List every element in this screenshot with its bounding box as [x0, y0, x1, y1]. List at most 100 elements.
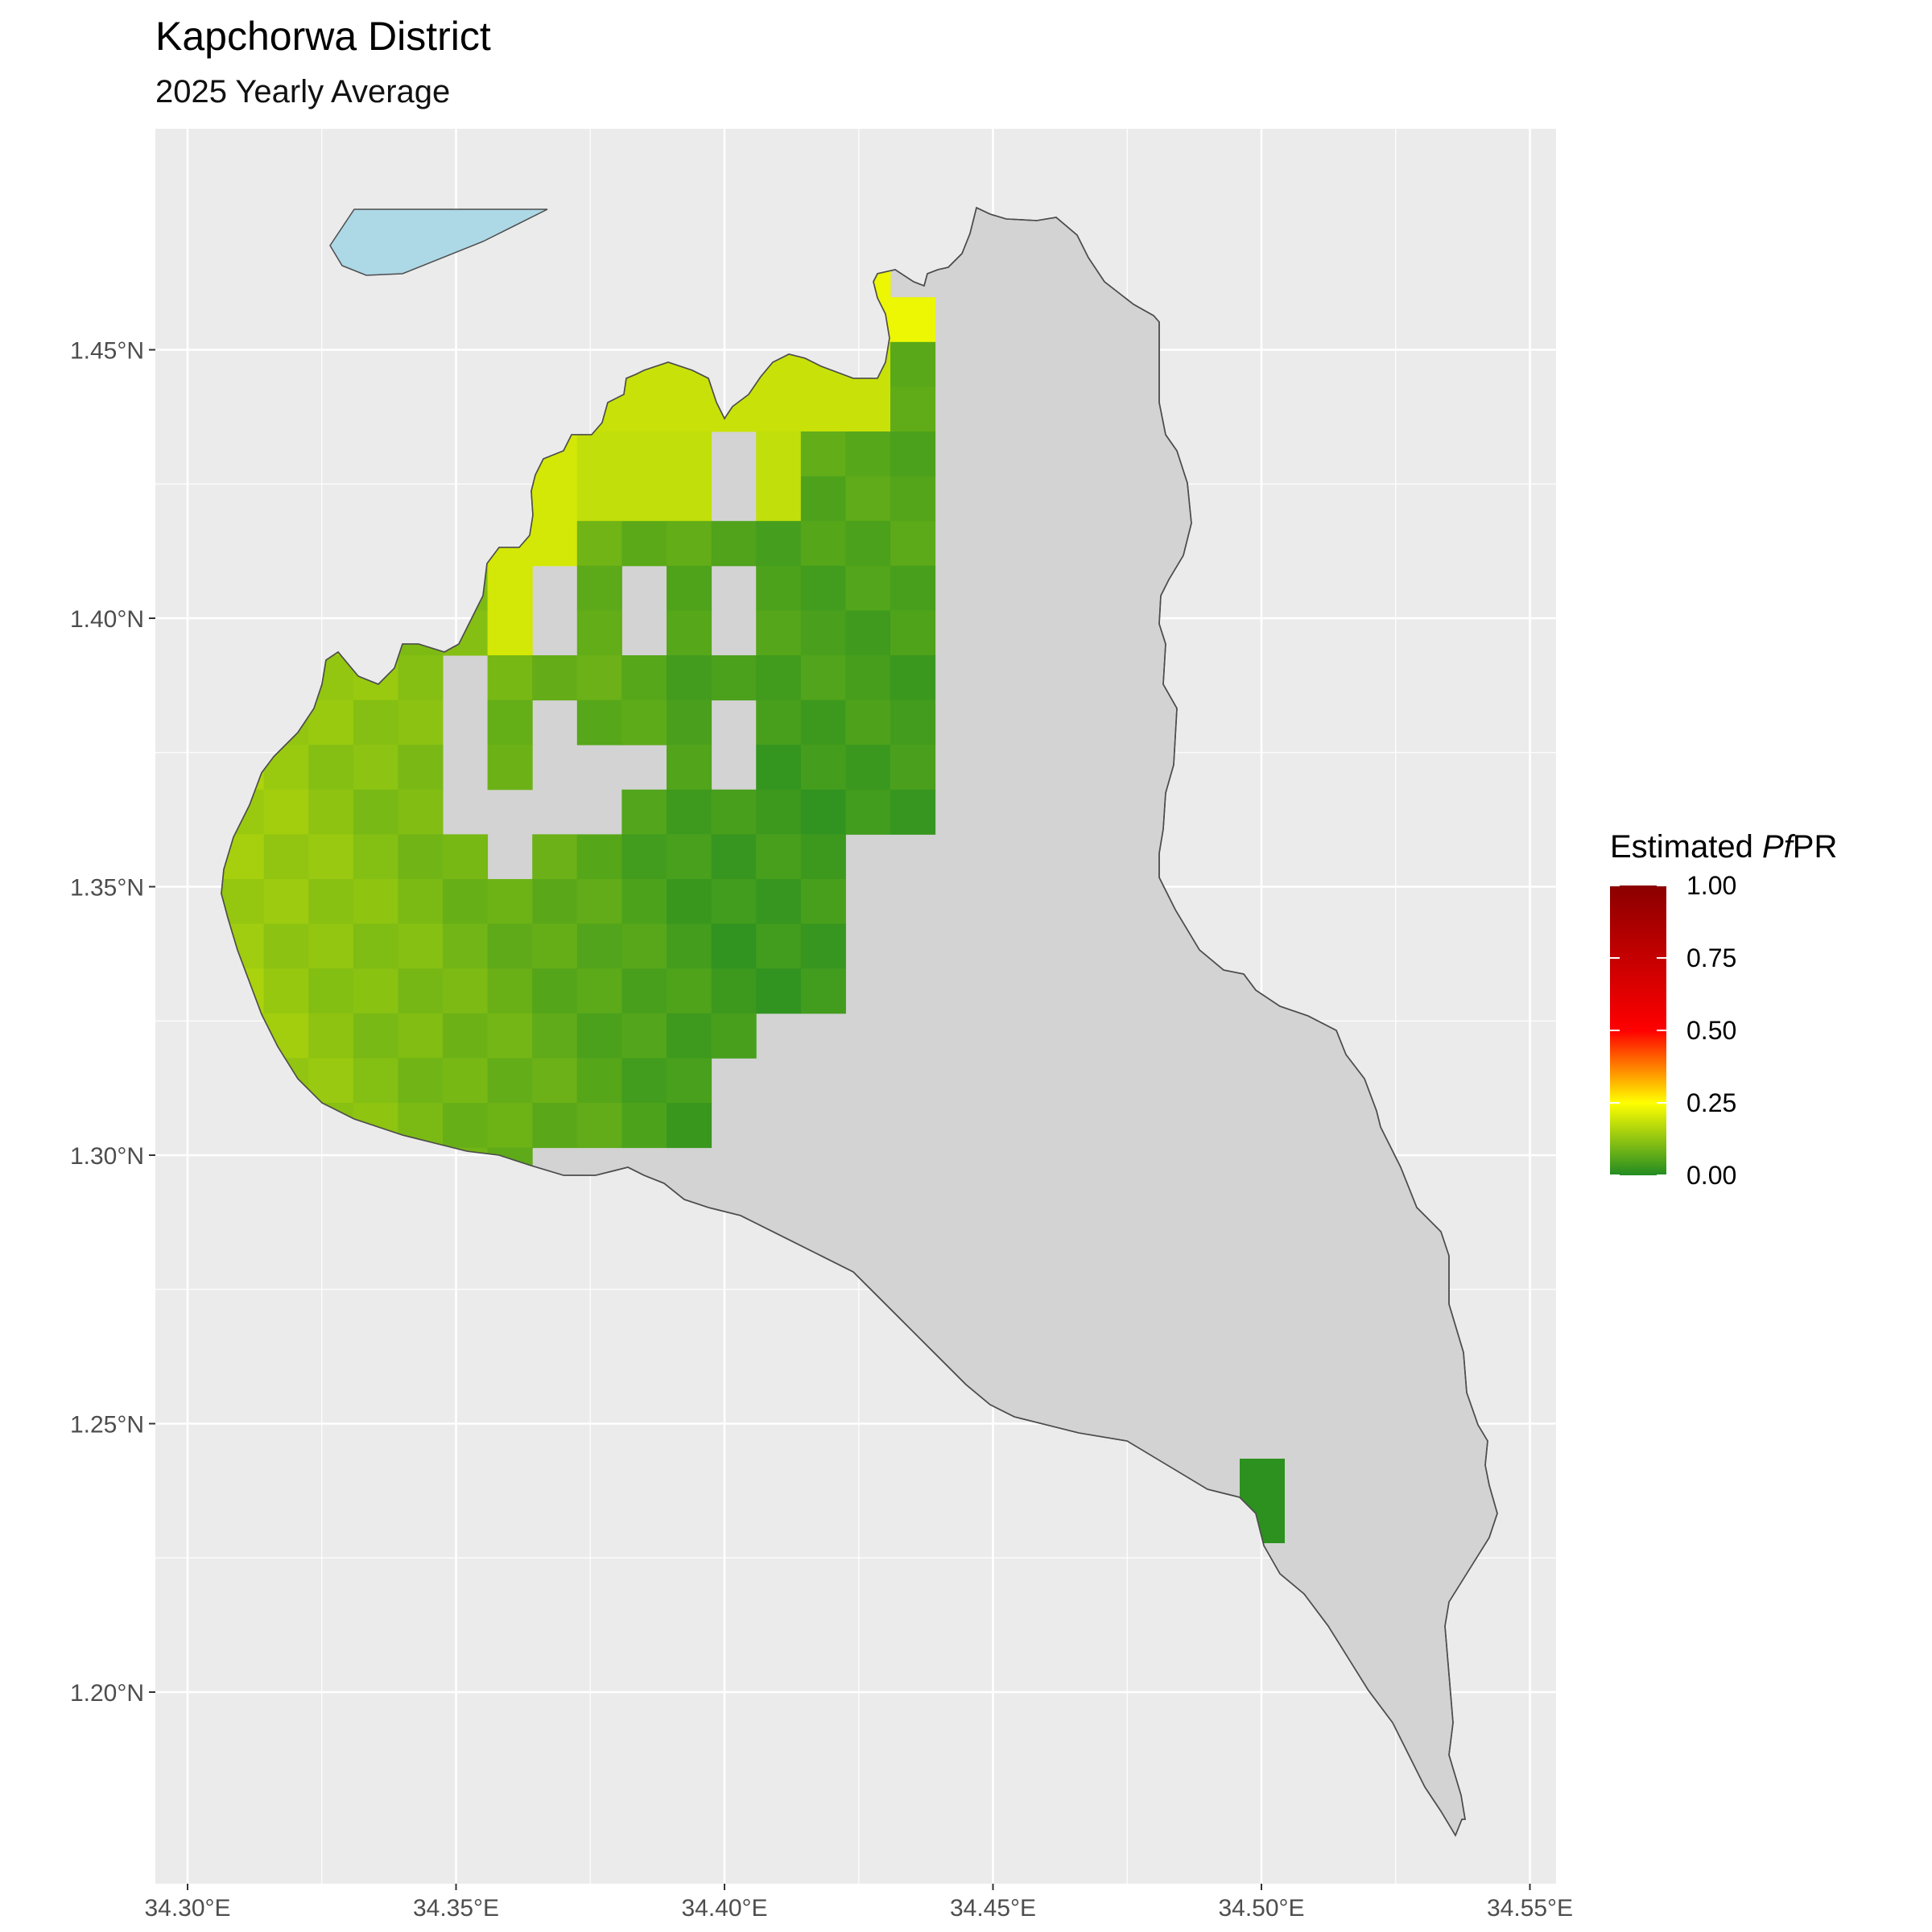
pfpr-cell	[398, 834, 444, 880]
pfpr-cell	[621, 431, 667, 477]
pfpr-cell	[845, 655, 891, 701]
pfpr-cell	[621, 968, 667, 1014]
pfpr-cell	[576, 1013, 622, 1059]
pfpr-cell	[756, 655, 802, 701]
pfpr-cell	[800, 923, 846, 969]
y-tick-label: 1.30°N	[70, 1143, 144, 1170]
pfpr-cell	[621, 834, 667, 880]
pfpr-cell	[353, 789, 398, 835]
pfpr-cell	[756, 968, 802, 1014]
pfpr-cell	[621, 1013, 667, 1059]
pfpr-cell	[711, 789, 757, 835]
pfpr-cell	[487, 745, 533, 791]
pfpr-cell	[443, 923, 489, 969]
pfpr-cell	[756, 700, 802, 745]
pfpr-cell	[353, 745, 398, 791]
pfpr-cell	[398, 923, 444, 969]
pfpr-cell	[667, 968, 712, 1014]
pfpr-cell	[308, 834, 354, 880]
x-tick-label: 34.50°E	[1218, 1895, 1304, 1922]
pfpr-cell	[667, 1013, 712, 1059]
pfpr-cell	[756, 745, 802, 791]
pfpr-cell	[800, 700, 846, 745]
pfpr-cell	[263, 968, 309, 1014]
pfpr-cell	[353, 968, 398, 1014]
pfpr-cell	[667, 745, 712, 791]
pfpr-cell	[576, 610, 622, 656]
pfpr-cell	[532, 1058, 578, 1104]
pfpr-cell	[667, 476, 712, 522]
pfpr-cell	[487, 565, 533, 611]
pfpr-cell	[487, 610, 533, 656]
pfpr-cell	[667, 610, 712, 656]
pfpr-cell	[667, 431, 712, 477]
pfpr-cell	[263, 834, 309, 880]
pfpr-cell	[532, 521, 578, 567]
pfpr-cell	[621, 879, 667, 925]
pfpr-cell	[353, 1058, 398, 1104]
pfpr-cell	[532, 834, 578, 880]
pfpr-cell	[353, 834, 398, 880]
pfpr-cell	[667, 655, 712, 701]
pfpr-cell	[263, 879, 309, 925]
pfpr-cell	[308, 1058, 354, 1104]
pfpr-cell	[800, 968, 846, 1014]
pfpr-cell	[890, 386, 936, 432]
pfpr-cell	[621, 476, 667, 522]
pfpr-cell	[487, 1013, 533, 1059]
pfpr-cell	[398, 745, 444, 791]
pfpr-cell	[667, 565, 712, 611]
pfpr-cell	[711, 923, 757, 969]
x-axis: 34.30°E 34.35°E 34.40°E 34.45°E 34.50°E 34.55…	[144, 1884, 1573, 1922]
legend-break-label: 0.25	[1686, 1088, 1736, 1117]
pfpr-cell	[890, 341, 936, 387]
pfpr-cell	[308, 789, 354, 835]
pfpr-cell	[711, 968, 757, 1014]
pfpr-cell	[756, 879, 802, 925]
legend-break-label: 0.00	[1686, 1161, 1736, 1190]
pfpr-cell	[621, 700, 667, 745]
pfpr-cell	[308, 923, 354, 969]
pfpr-cell	[443, 1103, 489, 1149]
y-tick-label: 1.45°N	[70, 338, 144, 365]
y-tick-label: 1.35°N	[70, 875, 144, 902]
pfpr-cell	[890, 521, 936, 567]
x-tick-label: 34.40°E	[681, 1895, 767, 1922]
pfpr-cell	[532, 923, 578, 969]
pfpr-cell	[711, 521, 757, 567]
pfpr-cell	[800, 565, 846, 611]
pfpr-cell	[443, 1058, 489, 1104]
pfpr-cell	[487, 968, 533, 1014]
pfpr-cell	[443, 834, 489, 880]
pfpr-cell	[576, 968, 622, 1014]
pfpr-cell	[667, 386, 712, 432]
pfpr-cell	[800, 521, 846, 567]
legend: 1.00 0.75 0.50 0.25 0.00	[1610, 871, 1736, 1190]
pfpr-cell	[667, 1058, 712, 1104]
pfpr-cell	[353, 700, 398, 745]
pfpr-cell	[756, 386, 802, 432]
pfpr-cell	[576, 521, 622, 567]
pfpr-cell	[576, 923, 622, 969]
pfpr-cell	[353, 1013, 398, 1059]
legend-break-label: 0.75	[1686, 943, 1736, 972]
pfpr-cell	[800, 789, 846, 835]
pfpr-cell	[576, 879, 622, 925]
pfpr-cell	[398, 968, 444, 1014]
pfpr-cell	[890, 700, 936, 745]
pfpr-cell	[398, 1013, 444, 1059]
pfpr-cell	[263, 789, 309, 835]
pfpr-cell	[667, 923, 712, 969]
pfpr-cell	[756, 610, 802, 656]
pfpr-cell	[263, 923, 309, 969]
pfpr-cell	[845, 431, 891, 477]
pfpr-cell	[308, 1013, 354, 1059]
pfpr-cell	[576, 565, 622, 611]
pfpr-cell	[576, 1103, 622, 1149]
pfpr-cell	[398, 879, 444, 925]
pfpr-cell	[308, 745, 354, 791]
pfpr-cell	[353, 879, 398, 925]
pfpr-cell	[711, 1013, 757, 1059]
pfpr-cell	[532, 1013, 578, 1059]
